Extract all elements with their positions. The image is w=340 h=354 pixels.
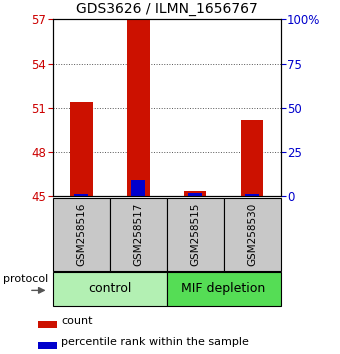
Text: MIF depletion: MIF depletion bbox=[182, 282, 266, 295]
Bar bbox=[74, 194, 88, 196]
Bar bbox=[109, 198, 167, 271]
Bar bbox=[70, 102, 92, 196]
Bar bbox=[167, 272, 280, 306]
Text: control: control bbox=[88, 282, 131, 295]
Text: percentile rank within the sample: percentile rank within the sample bbox=[61, 337, 249, 347]
Bar bbox=[38, 342, 57, 349]
Bar bbox=[224, 198, 280, 271]
Text: GSM258517: GSM258517 bbox=[133, 203, 143, 266]
Text: protocol: protocol bbox=[3, 274, 48, 284]
Bar bbox=[188, 193, 202, 196]
Bar bbox=[53, 272, 167, 306]
Bar bbox=[53, 198, 109, 271]
Text: GSM258515: GSM258515 bbox=[190, 203, 200, 266]
Bar bbox=[241, 120, 264, 196]
Bar bbox=[184, 191, 206, 196]
Title: GDS3626 / ILMN_1656767: GDS3626 / ILMN_1656767 bbox=[76, 2, 257, 16]
Text: GSM258516: GSM258516 bbox=[76, 203, 86, 266]
Bar bbox=[245, 194, 259, 196]
Text: count: count bbox=[61, 316, 92, 326]
Bar bbox=[167, 198, 224, 271]
Bar bbox=[38, 320, 57, 328]
Text: GSM258530: GSM258530 bbox=[247, 203, 257, 266]
Bar bbox=[131, 180, 145, 196]
Bar bbox=[127, 19, 150, 196]
